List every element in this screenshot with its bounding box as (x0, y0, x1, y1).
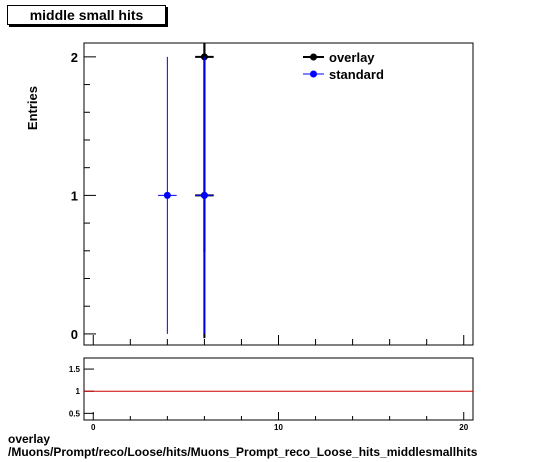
main-plot-frame (83, 42, 474, 346)
ratio-x-tick-label: 0 (91, 423, 96, 432)
ratio-y-tick-label: 1 (76, 387, 81, 396)
legend-marker-standard (310, 70, 317, 78)
standard-point (200, 191, 208, 199)
legend-label-standard: standard (329, 67, 384, 82)
y-tick-label: 2 (71, 50, 78, 65)
standard-point (163, 191, 171, 199)
ratio-x-tick-label: 20 (459, 423, 468, 432)
caption-line-1: overlay (8, 432, 51, 446)
ratio-y-tick-label: 0.5 (69, 409, 81, 418)
plot-title: middle small hits (7, 5, 166, 25)
y-tick-label: 0 (71, 327, 78, 342)
ratio-x-tick-label: 10 (274, 423, 283, 432)
y-tick-label: 1 (71, 188, 78, 203)
legend-marker-overlay (310, 53, 317, 61)
ratio-y-tick-label: 1.5 (69, 365, 81, 374)
caption-line-2: /Muons/Prompt/reco/Loose/hits/Muons_Prom… (8, 445, 478, 459)
ratio-plot-frame (83, 357, 474, 421)
legend-label-overlay: overlay (329, 50, 375, 65)
y-axis-title: Entries (25, 86, 40, 130)
